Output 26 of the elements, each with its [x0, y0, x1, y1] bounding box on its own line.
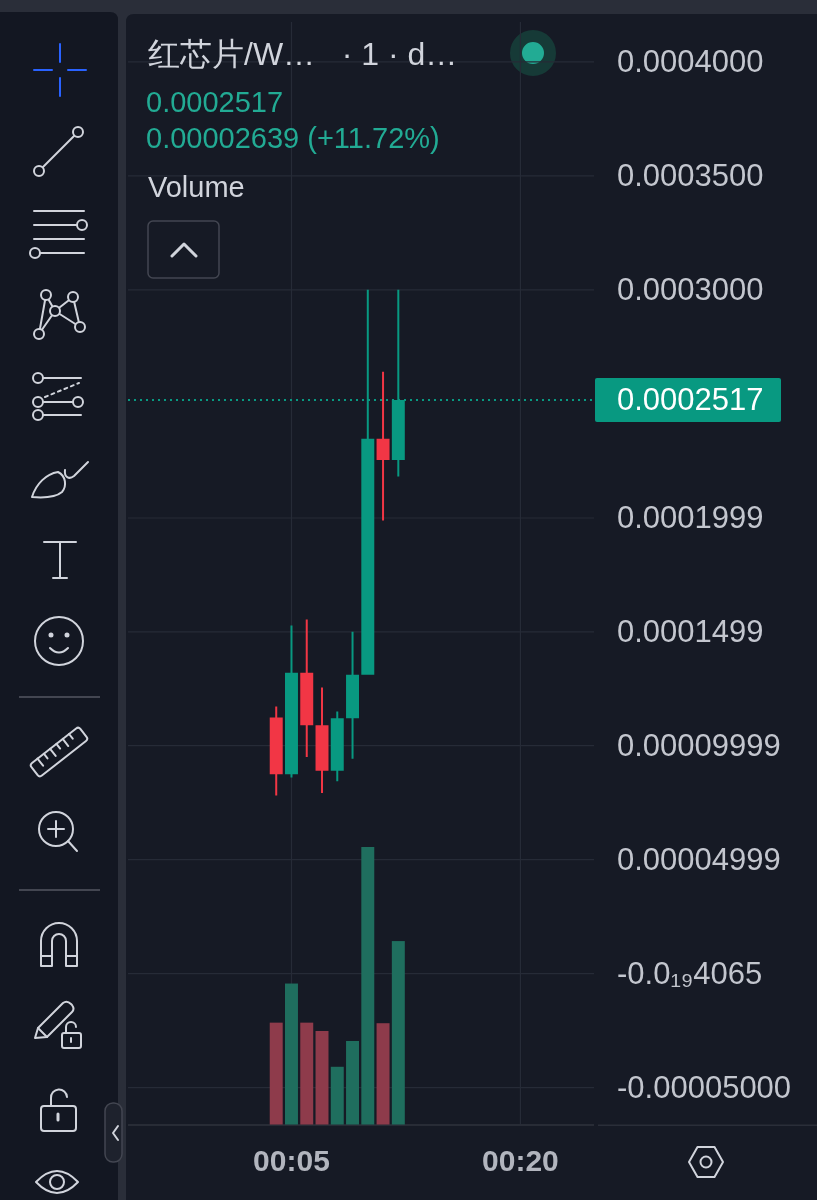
bar: [346, 1040, 360, 1125]
bar: [315, 1030, 329, 1125]
y-tick-label: 0.0001999: [617, 500, 764, 536]
x-tick-label: 00:20: [482, 1143, 559, 1177]
y-tick-label: 0.00009999: [617, 728, 781, 764]
y-tick-label: 0.0001499: [617, 614, 764, 650]
bar: [391, 941, 405, 1125]
ref-line-label: 0.0002517: [617, 382, 764, 418]
y-tick-label: -0.00005000: [617, 1070, 792, 1106]
y-tick-label: 0.00004999: [617, 842, 781, 878]
y-tick-label: 0.0003500: [617, 158, 764, 194]
candlestick: [376, 371, 390, 521]
y-tick-label: 0.0004000: [617, 44, 764, 80]
y-tick-label: 0.0003000: [617, 272, 764, 308]
y-tick-label: -0.0₁₉4065: [617, 956, 763, 992]
bar: [269, 1022, 283, 1125]
bar: [330, 1066, 344, 1125]
bar: [361, 847, 375, 1125]
annotation: 0.00002639 (+11.72%): [146, 122, 440, 154]
chart-title: Volume: [148, 171, 245, 203]
bar: [300, 1022, 314, 1125]
x-tick-label: 00:05: [253, 1143, 330, 1177]
text: 红芯片/W… · 1 · d…: [148, 36, 458, 72]
annotation: 0.0002517: [146, 86, 284, 118]
bar: [285, 983, 298, 1125]
bar: [376, 1023, 390, 1125]
